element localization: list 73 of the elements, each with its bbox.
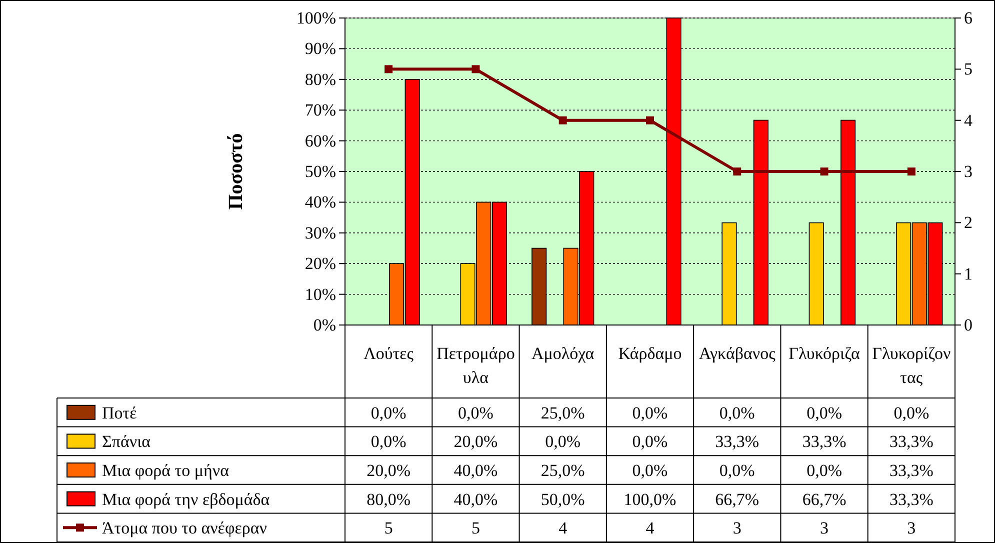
- legend-label: Μια φορά την εβδομάδα: [102, 490, 270, 509]
- data-label: 20,0%: [366, 461, 411, 480]
- y-tick-label: 80%: [304, 70, 336, 89]
- data-label: 0,0%: [370, 432, 406, 452]
- point: [472, 65, 480, 74]
- point: [907, 168, 916, 176]
- data-label: 50,0%: [540, 490, 585, 509]
- y2-tick-label: 4: [964, 110, 973, 130]
- data-label: 0,0%: [632, 403, 668, 422]
- data-label: 0,0%: [806, 403, 842, 422]
- y2-tick-label: 2: [964, 213, 972, 232]
- data-label: 20,0%: [454, 432, 498, 452]
- y-tick-label: 70%: [304, 100, 336, 120]
- data-label: 3: [907, 518, 916, 538]
- data-label: 66,7%: [802, 490, 846, 509]
- data-label: 0,0%: [458, 403, 494, 422]
- point: [733, 168, 742, 176]
- data-label: 0,0%: [632, 432, 668, 452]
- point: [646, 116, 654, 124]
- data-label: 33,3%: [889, 461, 934, 480]
- y-tick-label: 0%: [313, 315, 336, 334]
- x-tick-label: Κάρδαμο: [618, 344, 682, 363]
- x-tick-label: Αμολόχα: [532, 344, 594, 363]
- data-label: 40,0%: [454, 461, 498, 480]
- data-label: 0,0%: [806, 461, 842, 480]
- y2-tick-label: 5: [964, 60, 972, 79]
- y-tick-label: 90%: [304, 39, 336, 58]
- data-label: 33,3%: [715, 432, 760, 452]
- data-label: 100,0%: [624, 490, 676, 509]
- y-tick-label: 10%: [304, 284, 336, 304]
- data-label: 3: [820, 518, 829, 538]
- y2-tick-label: 0: [964, 315, 972, 334]
- data-label: 0,0%: [894, 403, 930, 422]
- data-label: 3: [732, 518, 742, 538]
- y-tick-label: 40%: [304, 192, 336, 212]
- x-tick-label: Πετρομάρουλα: [436, 344, 515, 387]
- point: [384, 65, 393, 74]
- x-tick-label: Αγκάβανος: [698, 344, 776, 363]
- point: [558, 116, 567, 124]
- legend-label: Ποτέ: [102, 403, 137, 422]
- y-tick-label: 30%: [304, 223, 336, 242]
- legend-label: Σπάνια: [102, 432, 151, 452]
- data-label: 5: [471, 518, 480, 538]
- legend-label: Μια φορά το μήνα: [102, 461, 230, 480]
- data-label: 0,0%: [370, 403, 406, 422]
- data-label: 25,0%: [540, 461, 585, 480]
- data-label: 5: [384, 518, 393, 538]
- data-label: 0,0%: [545, 432, 581, 452]
- y-tick-label: 100%: [296, 8, 336, 28]
- x-tick-label: Λούτες: [364, 344, 414, 363]
- data-label: 4: [646, 518, 655, 538]
- data-label: 33,3%: [889, 432, 934, 452]
- y-tick-label: 60%: [304, 131, 336, 150]
- data-label: 0,0%: [719, 403, 755, 422]
- point: [820, 168, 828, 176]
- data-label: 25,0%: [540, 403, 585, 422]
- x-tick-label: Γλυκορίζοντας: [872, 344, 951, 387]
- data-label: 40,0%: [454, 490, 498, 509]
- y-tick-label: 50%: [304, 162, 336, 181]
- y2-tick-label: 6: [964, 8, 972, 28]
- y-tick-label: 20%: [304, 254, 336, 274]
- data-label: 4: [558, 518, 568, 538]
- legend-label: Άτομα που το ανέφεραν: [102, 518, 268, 538]
- y2-tick-label: 1: [964, 264, 972, 284]
- data-label: 80,0%: [366, 490, 411, 509]
- x-tick-label: Γλυκόριζα: [788, 344, 860, 363]
- y2-tick-label: 3: [964, 162, 972, 181]
- data-label: 0,0%: [719, 461, 755, 480]
- data-label: 0,0%: [632, 461, 668, 480]
- data-label: 66,7%: [715, 490, 760, 509]
- y-axis-title: Ποσοστό: [225, 133, 247, 210]
- data-label: 33,3%: [889, 490, 934, 509]
- data-label: 33,3%: [802, 432, 846, 452]
